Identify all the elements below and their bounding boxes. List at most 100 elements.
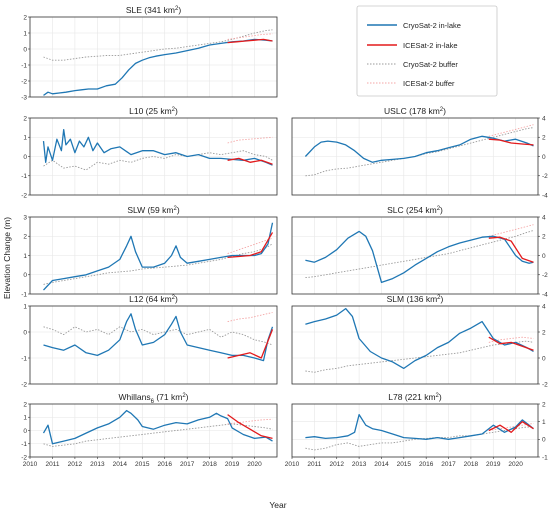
panel-title-slc: SLC (254 km2) bbox=[387, 205, 443, 215]
series-cs-lake-whillans6 bbox=[42, 409, 273, 445]
panel-slm: -2 0 2 4 SLM (136 km2) bbox=[291, 294, 548, 388]
x-tick-label: 2012 bbox=[68, 461, 83, 468]
panel-title-slw: SLW (59 km2) bbox=[127, 205, 179, 215]
legend-label-icesat-buffer: ICESat-2 buffer bbox=[403, 79, 455, 88]
legend-label-cryosat-lake: CryoSat-2 in-lake bbox=[403, 21, 461, 30]
x-tick-label: 2014 bbox=[113, 461, 128, 468]
y-tick-label: 1 bbox=[23, 135, 27, 142]
panel-l78: -1 0 1 2 2010 2011 2012 2013 2014 2015 2016 2017 201… bbox=[285, 392, 548, 468]
x-tick-label: 2020 bbox=[508, 461, 523, 468]
x-tick-label: 2017 bbox=[180, 461, 195, 468]
x-tick-label: 2011 bbox=[45, 461, 59, 468]
x-tick-label: 2016 bbox=[157, 461, 172, 468]
y-tick-label: -1 bbox=[21, 62, 27, 69]
y-tick-label: -2 bbox=[542, 173, 548, 180]
series-is-lake-l10 bbox=[227, 157, 273, 165]
x-axis-label: Year bbox=[269, 500, 286, 510]
frame-l12 bbox=[29, 305, 278, 385]
x-tick-label: 2015 bbox=[135, 461, 150, 468]
series-cs-buf-l10 bbox=[43, 150, 273, 171]
y-tick-label: -2 bbox=[21, 454, 27, 461]
y-tick-label: -1 bbox=[542, 454, 548, 461]
y-tick-label: 2 bbox=[542, 329, 546, 336]
y-tick-label: -1 bbox=[21, 355, 27, 362]
series-is-lake-sle bbox=[227, 38, 273, 44]
y-tick-label: -2 bbox=[21, 192, 27, 199]
series-cs-buf-l12 bbox=[43, 326, 273, 346]
panel-whillans6: -2 -1 0 1 2 2010 2011 2012 2013 2014 2015 2016 2017 2… bbox=[21, 392, 278, 468]
series-is-lake-uslc bbox=[488, 138, 534, 146]
y-tick-label: 2 bbox=[542, 135, 546, 142]
y-tick-label: 0 bbox=[542, 253, 546, 260]
y-tick-label: -4 bbox=[542, 192, 548, 199]
y-tick-label: -1 bbox=[21, 173, 27, 180]
y-tick-label: 3 bbox=[23, 214, 27, 221]
x-tick-label: 2013 bbox=[352, 461, 367, 468]
y-tick-label: -1 bbox=[21, 291, 27, 298]
frame-sle bbox=[29, 16, 278, 98]
series-is-lake-whillans6 bbox=[227, 414, 273, 440]
series-is-lake-l78 bbox=[488, 421, 534, 433]
y-tick-label: 1 bbox=[23, 30, 27, 37]
y-tick-label: 2 bbox=[23, 401, 27, 408]
panel-sle: -3 -2 -1 0 1 2 SLE (341 km2) bbox=[21, 5, 278, 101]
x-tick-label: 2010 bbox=[23, 461, 38, 468]
plot-area-l12 bbox=[30, 306, 277, 384]
y-tick-label: -2 bbox=[542, 381, 548, 388]
panel-l10: -2 -1 0 1 2 L10 (25 km2) bbox=[21, 106, 278, 199]
plot-area-l78 bbox=[292, 404, 538, 457]
y-tick-label: 4 bbox=[542, 214, 546, 221]
panel-title-uslc: USLC (178 km2) bbox=[384, 106, 446, 116]
y-tick-label: 2 bbox=[542, 401, 546, 408]
y-axis-label: Elevation Change (m) bbox=[2, 217, 12, 299]
legend-frame bbox=[356, 5, 498, 97]
series-cs-lake-l10 bbox=[42, 128, 273, 166]
y-tick-label: 0 bbox=[542, 355, 546, 362]
legend-entry-cryosat-buffer: CryoSat-2 buffer bbox=[367, 60, 458, 69]
y-tick-label: 1 bbox=[23, 253, 27, 260]
panels-layer: -3 -2 -1 0 1 2 SLE (341 km2) -2 -1 0 1 2 L10 (25 km2… bbox=[21, 5, 548, 468]
series-cs-buf-slc bbox=[305, 230, 534, 279]
y-tick-label: 1 bbox=[23, 303, 27, 310]
x-tick-label: 2019 bbox=[486, 461, 501, 468]
x-tick-label: 2017 bbox=[441, 461, 456, 468]
x-tick-label: 2018 bbox=[464, 461, 479, 468]
panel-slc: -4 -2 0 2 4 SLC (254 km2) bbox=[291, 205, 548, 298]
y-tick-label: 0 bbox=[23, 46, 27, 53]
y-tick-label: 0 bbox=[23, 272, 27, 279]
x-tick-label: 2012 bbox=[329, 461, 344, 468]
series-is-lake-l12 bbox=[227, 329, 274, 359]
legend-entry-cryosat-lake: CryoSat-2 in-lake bbox=[367, 21, 461, 30]
series-cs-lake-slc bbox=[305, 230, 534, 284]
y-tick-label: 0 bbox=[542, 437, 546, 444]
y-tick-label: 2 bbox=[542, 234, 546, 241]
panel-title-l12: L12 (64 km2) bbox=[129, 294, 178, 304]
y-tick-label: 0 bbox=[23, 428, 27, 435]
x-tick-label: 2010 bbox=[285, 461, 300, 468]
panel-title-l10: L10 (25 km2) bbox=[129, 106, 178, 116]
y-tick-label: -4 bbox=[542, 291, 548, 298]
y-tick-label: 4 bbox=[542, 115, 546, 122]
x-tick-label: 2020 bbox=[247, 461, 262, 468]
x-tick-label: 2011 bbox=[307, 461, 321, 468]
y-tick-label: 2 bbox=[23, 14, 27, 21]
series-cs-lake-slm bbox=[305, 307, 534, 370]
panel-title-whillans6: Whillans6 (71 km2) bbox=[119, 392, 189, 405]
y-tick-label: -2 bbox=[21, 78, 27, 85]
series-is-lake-slm bbox=[488, 336, 534, 351]
series-cs-lake-sle bbox=[43, 38, 273, 96]
y-tick-label: 1 bbox=[542, 419, 546, 426]
series-is-lake-slc bbox=[488, 236, 534, 263]
panel-uslc: -4 -2 0 2 4 USLC (178 km2) bbox=[291, 106, 548, 199]
series-cs-lake-l78 bbox=[305, 413, 534, 440]
y-tick-label: 1 bbox=[23, 415, 27, 422]
series-cs-lake-slw bbox=[43, 222, 274, 291]
y-tick-label: -2 bbox=[21, 381, 27, 388]
frame-slm bbox=[291, 305, 539, 385]
series-cs-buf-slm bbox=[305, 340, 534, 373]
x-tick-label: 2015 bbox=[397, 461, 412, 468]
series-cs-buf-whillans6 bbox=[43, 423, 273, 447]
series-is-buf-slw bbox=[227, 237, 273, 255]
y-tick-label: 2 bbox=[23, 234, 27, 241]
